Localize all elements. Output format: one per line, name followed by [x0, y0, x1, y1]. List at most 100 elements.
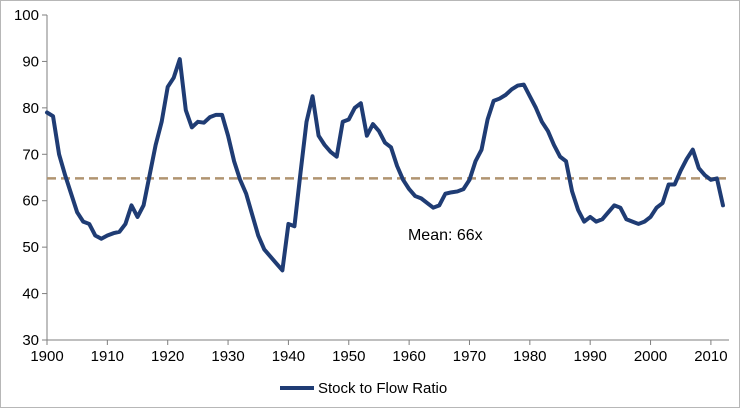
data-point: [655, 206, 659, 210]
data-point: [467, 178, 471, 182]
data-point: [437, 203, 441, 207]
data-point: [244, 192, 248, 196]
data-point: [492, 99, 496, 103]
data-point: [691, 148, 695, 152]
data-point: [612, 203, 616, 207]
data-point: [697, 166, 701, 170]
data-point: [600, 217, 604, 221]
y-tick-label: 100: [14, 7, 39, 24]
data-point: [262, 247, 266, 251]
data-point: [564, 159, 568, 163]
data-point: [630, 220, 634, 224]
y-tick-label: 90: [22, 53, 39, 70]
data-point: [649, 215, 653, 219]
data-point: [588, 215, 592, 219]
data-point: [160, 120, 164, 124]
data-point: [353, 106, 357, 110]
series-group: [45, 57, 725, 273]
data-point: [329, 150, 333, 154]
data-point: [419, 196, 423, 200]
data-point: [703, 173, 707, 177]
data-point: [395, 164, 399, 168]
data-point: [280, 268, 284, 272]
data-point: [268, 254, 272, 258]
data-point: [371, 122, 375, 126]
x-tick-label: 1910: [91, 348, 124, 365]
data-point: [250, 213, 254, 217]
data-point: [184, 108, 188, 112]
x-tick-label: 1900: [30, 348, 63, 365]
data-point: [480, 148, 484, 152]
data-point: [425, 201, 429, 205]
y-tick-label: 30: [22, 332, 39, 349]
data-point: [443, 192, 447, 196]
x-tick-label: 1940: [272, 348, 305, 365]
x-tick-label: 1930: [211, 348, 244, 365]
data-point: [214, 113, 218, 117]
data-point: [75, 210, 79, 214]
data-point: [721, 203, 725, 207]
data-point: [238, 178, 242, 182]
data-point: [111, 231, 115, 235]
data-point: [93, 234, 97, 238]
data-point: [582, 220, 586, 224]
data-point: [256, 234, 260, 238]
data-point: [190, 125, 194, 129]
data-point: [136, 215, 140, 219]
data-point: [347, 117, 351, 121]
data-point: [383, 141, 387, 145]
legend: Stock to Flow Ratio: [280, 380, 447, 397]
data-point: [154, 143, 158, 147]
data-point: [232, 159, 236, 163]
mean-line-group: Mean: 66x: [47, 177, 726, 244]
data-point: [618, 206, 622, 210]
data-point: [570, 189, 574, 193]
x-tick-label: 1920: [151, 348, 184, 365]
data-point: [486, 117, 490, 121]
data-point: [661, 201, 665, 205]
y-tick-label: 80: [22, 100, 39, 117]
data-point: [377, 129, 381, 133]
mean-annotation: Mean: 66x: [408, 227, 483, 244]
data-point: [105, 234, 109, 238]
data-point: [226, 134, 230, 138]
data-point: [202, 121, 206, 125]
data-point: [220, 113, 224, 117]
data-point: [636, 222, 640, 226]
data-point: [172, 76, 176, 80]
data-point: [534, 106, 538, 110]
data-point: [117, 230, 121, 234]
y-tick-label: 60: [22, 193, 39, 210]
data-point: [341, 120, 345, 124]
data-point: [413, 194, 417, 198]
data-point: [87, 222, 91, 226]
y-tick-label: 40: [22, 286, 39, 303]
data-point: [546, 129, 550, 133]
data-point: [365, 134, 369, 138]
y-tick-label: 50: [22, 239, 39, 256]
data-point: [709, 178, 713, 182]
data-point: [522, 83, 526, 87]
legend-label: Stock to Flow Ratio: [318, 380, 447, 397]
data-point: [323, 143, 327, 147]
data-point: [305, 120, 309, 124]
data-point: [335, 155, 339, 159]
data-point: [552, 143, 556, 147]
data-point: [274, 261, 278, 265]
data-point: [142, 203, 146, 207]
data-point: [129, 203, 133, 207]
data-point: [685, 157, 689, 161]
data-point: [643, 220, 647, 224]
tick-labels: 30 40 50 60 70 80 90 100 1900 1910 1920 1930 1940 195…: [14, 7, 728, 365]
data-point: [516, 84, 520, 88]
data-point: [667, 182, 671, 186]
data-point: [359, 101, 363, 105]
data-point: [45, 111, 49, 115]
data-point: [123, 222, 127, 226]
data-point: [474, 159, 478, 163]
data-point: [196, 120, 200, 124]
data-point: [407, 187, 411, 191]
data-point: [504, 93, 508, 97]
